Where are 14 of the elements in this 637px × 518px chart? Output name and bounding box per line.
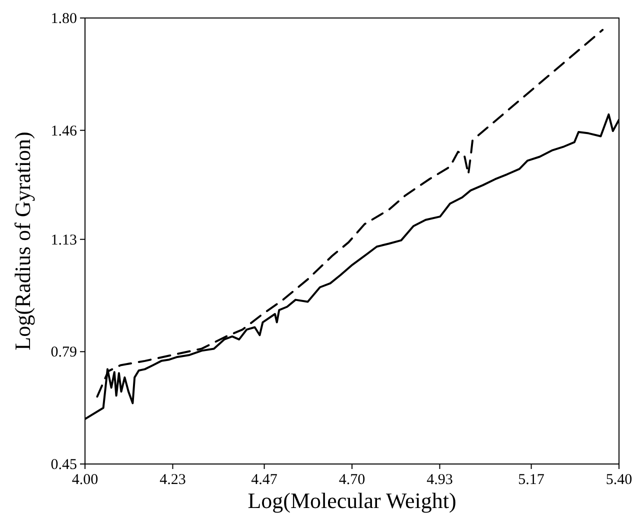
x-tick-label: 4.00 bbox=[72, 472, 98, 488]
y-tick-label: 0.79 bbox=[50, 344, 77, 361]
x-tick-label: 4.70 bbox=[338, 472, 366, 488]
x-axis-title: Log(Molecular Weight) bbox=[248, 488, 456, 513]
y-axis-title: Log(Radius of Gyration) bbox=[10, 132, 35, 350]
y-tick-label: 0.45 bbox=[50, 457, 77, 473]
x-tick-label: 5.40 bbox=[606, 472, 632, 488]
x-tick-label: 4.23 bbox=[160, 472, 186, 488]
x-tick-label: 4.47 bbox=[251, 472, 278, 488]
y-tick-label: 1.13 bbox=[50, 232, 77, 248]
y-tick-label: 1.80 bbox=[50, 11, 77, 27]
x-tick-label: 5.17 bbox=[518, 472, 545, 488]
y-tick-label: 1.46 bbox=[50, 123, 78, 140]
x-tick-label: 4.93 bbox=[426, 472, 453, 488]
